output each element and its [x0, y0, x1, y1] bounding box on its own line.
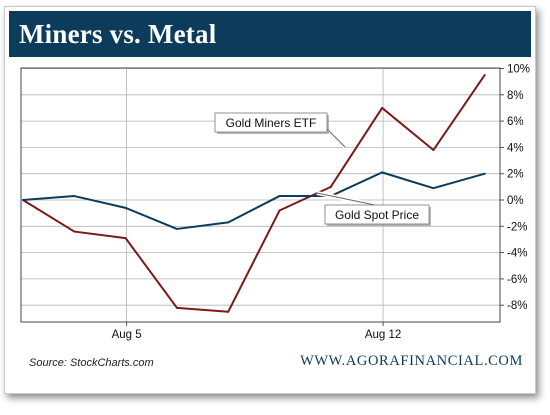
chart-header: Miners vs. Metal: [9, 11, 531, 57]
data-point: [175, 227, 178, 230]
data-point: [329, 185, 332, 188]
data-point: [124, 237, 127, 240]
data-point: [124, 206, 127, 209]
y-tick-label: 8%: [507, 90, 524, 102]
chart-title: Miners vs. Metal: [19, 19, 217, 49]
x-tick-label: Aug 12: [365, 329, 401, 341]
data-point: [381, 106, 384, 109]
y-tick-label: 10%: [507, 64, 530, 76]
plot-frame: [20, 67, 501, 323]
legend-miners-box: [214, 112, 328, 133]
data-point: [175, 306, 178, 309]
chart-card: Miners vs. Metal 10% 8% 6% 4% 2% 0% -2% -4% -6% -…: [4, 6, 536, 394]
y-tick-label: 0%: [507, 195, 524, 207]
y-tick-label: -6%: [507, 274, 527, 286]
data-point: [432, 149, 435, 152]
legend-spot-label: Gold Spot Price: [335, 208, 419, 222]
series-line-miners: [22, 74, 486, 313]
data-point: [73, 195, 76, 198]
data-point: [278, 195, 281, 198]
y-tick-label: 4%: [507, 142, 524, 154]
data-point: [22, 199, 24, 201]
data-point: [483, 74, 486, 77]
y-tick-label: -2%: [507, 221, 527, 233]
y-tick-label: -8%: [507, 300, 527, 312]
x-tick-label: Aug 5: [112, 329, 142, 341]
line-chart: 10% 8% 6% 4% 2% 0% -2% -4% -6% -8% Aug 5 Aug 12 Gold…: [20, 64, 530, 341]
legend-miners-label: Gold Miners ETF: [226, 116, 317, 130]
data-point: [381, 171, 384, 174]
data-point: [73, 230, 76, 233]
brand-url: WWW.AGORAFINANCIAL.COM: [300, 353, 523, 369]
data-point: [432, 187, 435, 190]
y-tick-label: 2%: [507, 169, 524, 181]
data-point: [483, 172, 486, 175]
series-line-spot: [22, 171, 485, 230]
source-note: Source: StockCharts.com: [29, 357, 154, 369]
y-tick-label: -4%: [507, 248, 527, 260]
data-point: [278, 209, 281, 212]
y-tick-label: 6%: [507, 116, 524, 128]
data-point: [227, 221, 230, 224]
data-point: [227, 310, 230, 313]
legend-spot-box: [324, 204, 430, 225]
